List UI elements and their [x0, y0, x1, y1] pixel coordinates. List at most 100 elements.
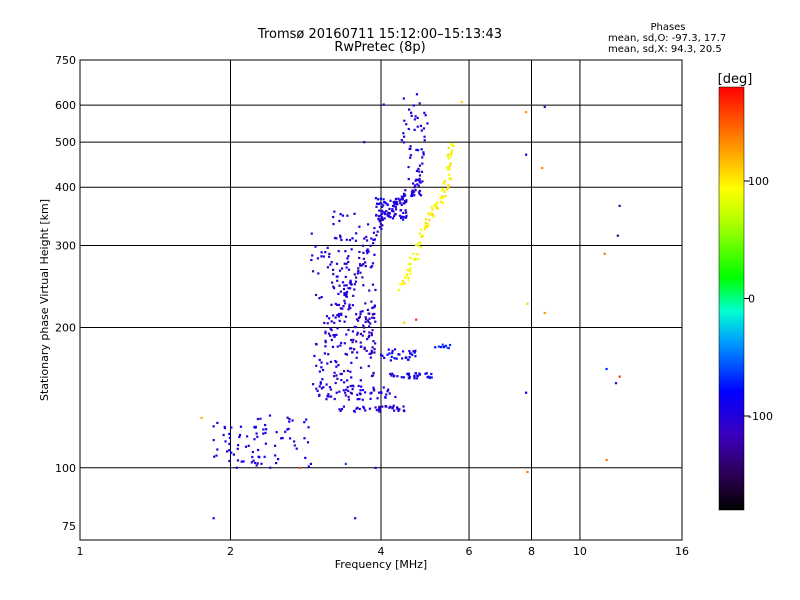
echo-point — [431, 213, 434, 216]
echo-point — [417, 184, 420, 187]
echo-point — [361, 334, 364, 337]
echo-point — [402, 141, 406, 144]
echo-point — [350, 248, 353, 251]
echo-point — [238, 435, 241, 439]
echo-point — [359, 313, 362, 316]
echo-point — [374, 466, 377, 470]
echo-point — [361, 388, 364, 392]
echo-point — [336, 377, 339, 380]
echo-point — [412, 350, 415, 353]
echo-point — [268, 414, 272, 417]
echo-point — [404, 209, 407, 212]
colorbar-tick-label: -100 — [748, 410, 773, 423]
echo-point — [356, 333, 359, 336]
echo-point — [374, 342, 377, 345]
echo-point — [363, 326, 366, 329]
echo-point — [416, 149, 420, 152]
echo-point — [359, 332, 362, 336]
echo-point — [393, 409, 396, 412]
echo-point — [347, 389, 350, 393]
echo-point — [334, 316, 337, 319]
echo-point — [332, 223, 335, 226]
echo-point — [422, 153, 425, 156]
echo-point — [443, 180, 447, 183]
echo-point — [416, 183, 419, 186]
echo-point — [339, 236, 342, 239]
echo-point — [311, 254, 314, 257]
echo-point — [541, 166, 544, 170]
echo-point — [347, 308, 350, 311]
echo-point — [402, 211, 405, 215]
echo-point — [357, 384, 360, 388]
echo-point — [397, 409, 400, 412]
echo-point — [449, 162, 452, 166]
echo-point — [328, 255, 331, 258]
echo-point — [313, 354, 316, 358]
echo-point — [350, 347, 353, 350]
echo-point — [375, 205, 378, 208]
phase-stats-x: mean, sd,X: 94.3, 20.5 — [608, 44, 722, 55]
echo-point — [386, 203, 389, 207]
y-tick-label: 100 — [55, 462, 76, 475]
echo-point — [417, 244, 420, 247]
echo-point — [367, 312, 370, 315]
echo-point — [378, 408, 381, 412]
echo-point — [365, 235, 368, 239]
chart-subtitle: RwPretec (8p) — [334, 40, 426, 55]
echo-point — [370, 300, 373, 303]
echo-point — [316, 257, 320, 260]
echo-point — [288, 437, 292, 440]
echo-point — [417, 178, 420, 182]
echo-point — [390, 355, 393, 358]
echo-point — [448, 165, 451, 168]
echo-point — [389, 372, 392, 376]
echo-point — [345, 284, 348, 287]
echo-point — [324, 345, 327, 348]
echo-point — [378, 220, 381, 223]
echo-point — [392, 200, 395, 204]
echo-point — [420, 235, 423, 239]
echo-point — [363, 330, 366, 333]
echo-point — [409, 352, 412, 355]
echo-point — [434, 346, 437, 349]
echo-point — [362, 284, 365, 287]
echo-point — [318, 370, 321, 373]
echo-point — [318, 385, 321, 388]
echo-point — [409, 272, 412, 275]
echo-point — [354, 239, 358, 242]
echo-point — [336, 327, 339, 330]
echo-point — [418, 177, 421, 181]
echo-point — [356, 272, 360, 275]
echo-point — [358, 407, 361, 411]
echo-point — [250, 461, 253, 464]
echo-point — [395, 357, 398, 360]
echo-point — [348, 303, 351, 306]
echo-point — [405, 200, 408, 204]
echo-point — [358, 392, 361, 395]
echo-point — [212, 438, 215, 442]
echo-point — [332, 215, 335, 219]
echo-point — [223, 425, 226, 429]
echo-point — [228, 449, 231, 452]
echo-point — [216, 421, 219, 425]
y-ticks: 75 100 200 300 400 500 600 750 — [55, 54, 76, 533]
echo-point — [354, 280, 358, 283]
echo-point — [421, 234, 424, 237]
echo-point — [236, 447, 239, 450]
echo-point — [409, 267, 412, 270]
echo-point — [413, 186, 416, 189]
x-tick-label: 1 — [77, 545, 84, 558]
echo-point — [329, 395, 333, 398]
echo-point — [280, 437, 283, 440]
echo-point — [255, 432, 258, 435]
echo-point — [440, 195, 443, 198]
echo-point — [415, 377, 419, 380]
echo-point — [333, 321, 336, 324]
echo-point — [343, 293, 346, 296]
echo-point — [400, 139, 403, 142]
echo-point — [307, 426, 310, 429]
colorbar-tick-label: 100 — [748, 175, 769, 188]
echo-point — [447, 184, 450, 187]
echo-point — [402, 194, 406, 198]
echo-point — [377, 198, 380, 201]
